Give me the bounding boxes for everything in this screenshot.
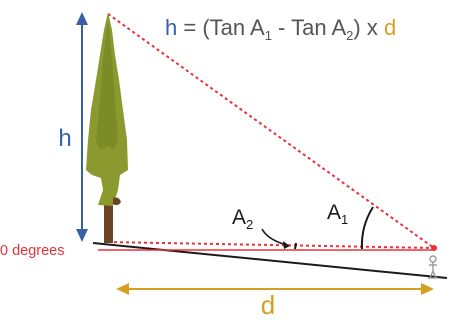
formula-d: d bbox=[384, 15, 396, 40]
sightline-to-base bbox=[107, 241, 435, 249]
height-arrow bbox=[76, 12, 88, 242]
person-icon bbox=[428, 255, 438, 279]
formula-sub1: 1 bbox=[265, 28, 272, 43]
distance-label: d bbox=[261, 290, 275, 320]
sightline-to-top bbox=[107, 13, 435, 249]
ground-line bbox=[92, 242, 448, 279]
angle-a1-label: A1 bbox=[327, 201, 348, 227]
distance-arrow bbox=[116, 283, 434, 295]
formula-minus: - Tan A bbox=[272, 15, 347, 40]
formula-close: ) x bbox=[353, 15, 384, 40]
angle-a1-arc bbox=[360, 206, 374, 250]
formula-sub2: 2 bbox=[346, 28, 353, 43]
height-label: h bbox=[58, 125, 71, 152]
angle-a2-arc bbox=[294, 242, 297, 250]
formula-eq: = (Tan A bbox=[177, 15, 265, 40]
angle-a2-label: A2 bbox=[232, 206, 253, 232]
eye-point bbox=[431, 245, 437, 251]
formula-h: h bbox=[165, 15, 177, 40]
conifer-tree-icon bbox=[86, 12, 128, 243]
zero-degrees-label: 0 degrees bbox=[0, 243, 65, 259]
formula: h = (Tan A1 - Tan A2) x d bbox=[165, 15, 396, 43]
